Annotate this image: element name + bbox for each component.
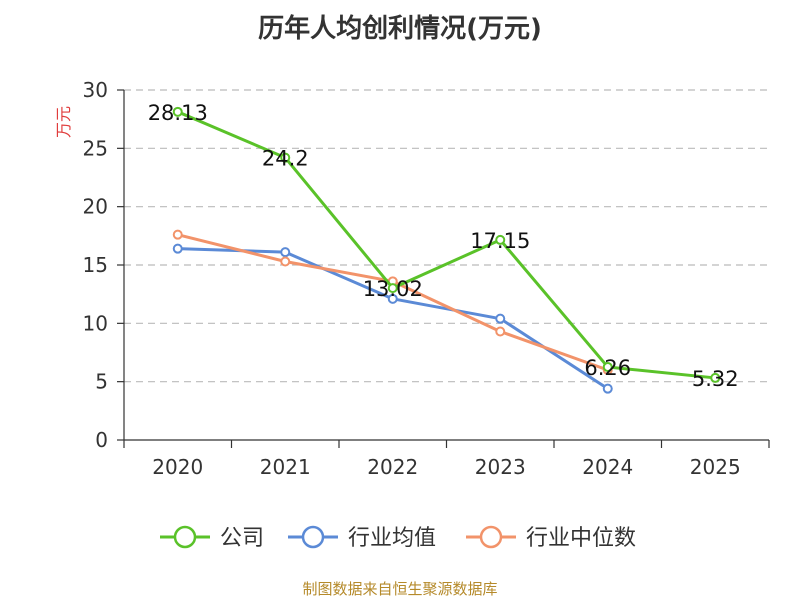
- data-point: [602, 383, 613, 394]
- legend-swatch-marker: [301, 525, 325, 549]
- y-tick-label: 15: [83, 253, 108, 277]
- x-tick-label: 2022: [367, 455, 418, 479]
- data-label: 6.26: [584, 356, 631, 380]
- series-line-0: [177, 110, 716, 380]
- x-tick-label: 2021: [260, 455, 311, 479]
- x-tick-label: 2024: [582, 455, 633, 479]
- x-tick-label: 2023: [475, 455, 526, 479]
- legend-label: 行业中位数: [526, 526, 636, 551]
- data-point: [495, 234, 506, 245]
- data-label: 28.13: [148, 101, 208, 125]
- y-tick-label: 0: [95, 428, 108, 452]
- legend-swatch-marker: [479, 525, 503, 549]
- legend-label: 公司: [220, 526, 264, 551]
- series-line-1: [177, 247, 609, 390]
- y-tick-label: 25: [83, 136, 108, 160]
- y-tick-label: 20: [83, 195, 108, 219]
- data-label: 13.02: [363, 277, 423, 301]
- y-axis-label: 万元: [54, 106, 73, 138]
- data-point: [280, 152, 291, 163]
- data-point: [280, 256, 291, 267]
- data-point: [387, 293, 398, 304]
- y-tick-label: 10: [83, 311, 108, 335]
- data-label: 5.32: [692, 367, 739, 391]
- data-point: [710, 372, 721, 383]
- data-point: [387, 283, 398, 294]
- y-tick-label: 5: [95, 370, 108, 394]
- x-tick-label: 2025: [690, 455, 741, 479]
- data-point: [172, 243, 183, 254]
- data-point: [172, 229, 183, 240]
- legend-swatch-marker: [173, 525, 197, 549]
- data-label: 24.2: [262, 147, 309, 171]
- x-tick-label: 2020: [152, 455, 203, 479]
- legend-label: 行业均值: [348, 526, 436, 551]
- data-label: 17.15: [470, 229, 530, 253]
- data-point: [495, 313, 506, 324]
- data-point: [172, 106, 183, 117]
- chart-title: 历年人均创利情况(万元): [258, 14, 542, 44]
- data-point: [602, 361, 613, 372]
- data-point: [280, 247, 291, 258]
- data-point: [495, 326, 506, 337]
- y-tick-label: 30: [83, 78, 108, 102]
- footer-source-note: 制图数据来自恒生聚源数据库: [302, 580, 498, 598]
